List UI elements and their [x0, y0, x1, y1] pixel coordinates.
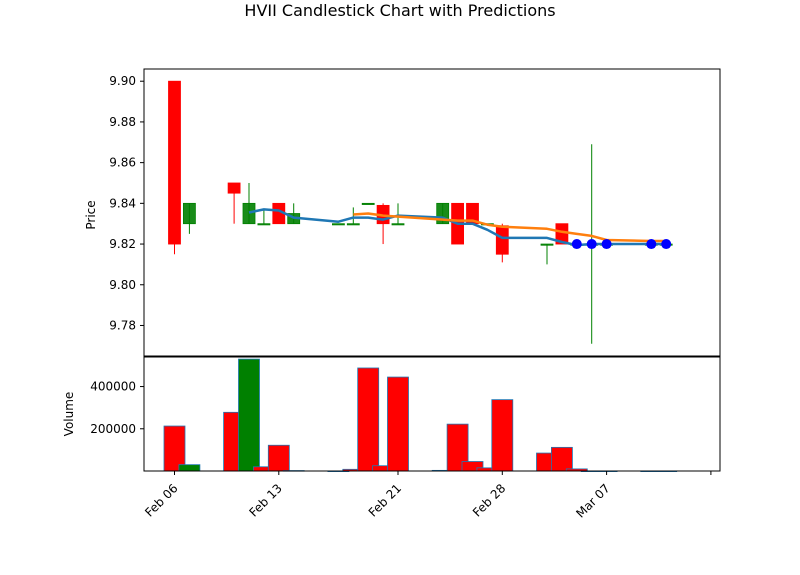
candle-body	[242, 202, 256, 225]
volume-axis-label: Volume	[62, 392, 76, 437]
price-panel-frame	[143, 68, 721, 357]
date-tick-label: Feb 13	[246, 481, 284, 519]
volume-bar	[387, 376, 409, 472]
candle-body	[361, 202, 375, 205]
date-axis: Feb 06 Feb 13 Feb 21 Feb 28 Mar 07	[142, 471, 712, 521]
price-axis: 9.78 9.80 9.82 9.84 9.86 9.88 9.90	[109, 74, 144, 332]
volume-bar	[238, 358, 260, 472]
price-panel	[144, 69, 720, 356]
prediction-points	[571, 239, 672, 250]
prediction-point	[586, 239, 597, 250]
volume-bar	[491, 399, 514, 472]
price-tick-label: 9.84	[109, 196, 136, 210]
candle-body	[540, 243, 554, 246]
volume-tick-label: 200000	[90, 422, 136, 436]
prediction-line	[353, 212, 667, 243]
volume-bars	[163, 358, 678, 473]
prediction-point	[661, 239, 672, 250]
candle-body	[346, 223, 360, 226]
price-tick-label: 9.80	[109, 278, 136, 292]
price-tick-label: 9.90	[109, 74, 136, 88]
volume-panel-frame	[143, 356, 721, 472]
candle-body	[182, 202, 196, 225]
volume-axis: 200000 400000	[90, 380, 144, 436]
date-tick-label: Feb 28	[470, 481, 508, 519]
candle-body	[257, 223, 271, 226]
candle-body	[391, 223, 405, 226]
candle-body	[227, 182, 241, 194]
price-tick-label: 9.82	[109, 237, 136, 251]
price-tick-label: 9.88	[109, 115, 136, 129]
date-tick-label: Feb 06	[142, 481, 180, 519]
candle-body	[331, 223, 345, 226]
price-axis-label: Price	[84, 200, 98, 229]
date-tick-label: Feb 21	[366, 481, 404, 519]
candle-body	[168, 80, 181, 245]
candle-body	[495, 225, 509, 255]
volume-bar	[357, 367, 380, 472]
volume-bar	[267, 444, 290, 472]
prediction-point	[601, 239, 612, 250]
prediction-point	[646, 239, 657, 250]
price-tick-label: 9.78	[109, 318, 136, 332]
volume-bar	[178, 464, 201, 472]
price-tick-label: 9.86	[109, 156, 136, 170]
volume-tick-label: 400000	[90, 380, 136, 394]
volume-bar	[163, 425, 186, 472]
prediction-point	[571, 239, 582, 250]
volume-bar	[551, 446, 573, 472]
chart-title: HVII Candlestick Chart with Predictions	[244, 1, 555, 20]
date-tick-label: Mar 07	[573, 481, 612, 520]
